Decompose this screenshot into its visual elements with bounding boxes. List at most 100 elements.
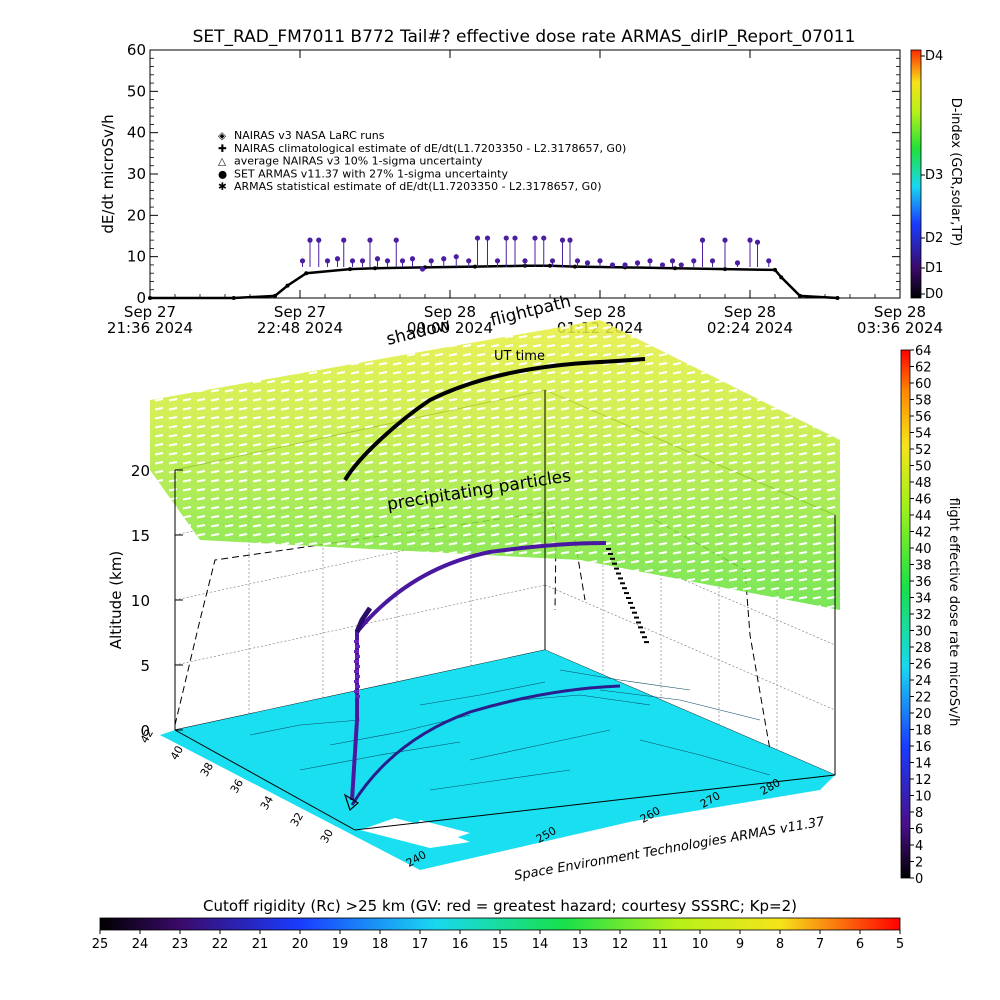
latitude-tick-label: 42 [138, 727, 156, 746]
rc-tick-label: 21 [252, 937, 269, 952]
armas-point [466, 258, 472, 264]
series-point-nairas [798, 293, 802, 298]
map-gulf-water [360, 818, 470, 848]
series-point-nairas [673, 266, 677, 271]
rc-tick-label: 16 [452, 937, 469, 952]
armas-point [747, 237, 753, 243]
cutoff-rigidity-title: Cutoff rigidity (Rc) >25 km (GV: red = g… [203, 897, 797, 915]
descent-marker [644, 641, 649, 644]
rc-tick-label: 19 [332, 937, 349, 952]
latitude-tick-label: 32 [288, 810, 306, 829]
rc-tick-label: 23 [172, 937, 189, 952]
series-point-nairas [348, 267, 352, 272]
dindex-tick-label: D3 [925, 168, 943, 183]
armas-point [374, 256, 381, 262]
shadow-flightpath [343, 357, 646, 482]
floor-front-edge [174, 729, 836, 831]
y-tick-label: 0 [136, 289, 146, 307]
dose-tick-label: 12 [915, 773, 932, 788]
y-tick-label: 20 [127, 206, 146, 224]
series-point-nairas [373, 266, 377, 271]
climb-marker [355, 645, 360, 648]
rc-tick-label: 5 [896, 937, 904, 952]
armas-point [541, 235, 547, 241]
map-border-line [429, 769, 571, 791]
descent-marker [630, 606, 635, 609]
map-border-line [469, 729, 611, 761]
dose-colorbar-ticks: 0246810121416182022242628303234363840424… [910, 344, 932, 887]
chart-title: SET_RAD_FM7011 B772 Tail#? effective dos… [193, 27, 856, 47]
descent-marker [628, 601, 633, 604]
altitude-tick-label: 15 [131, 527, 150, 545]
armas-point [441, 256, 447, 262]
dindex-colorbar: D0 D1 D2 D3 D4 D-index (GCR,solar,TP) [910, 49, 963, 302]
armas-point [691, 258, 697, 264]
x-tick-label-date: Sep 28 [574, 303, 626, 321]
map-border-line [519, 694, 651, 706]
map-border-line [639, 739, 771, 776]
series-point-nairas [835, 296, 840, 300]
dose-tick-label: 34 [915, 592, 932, 607]
armas-point [324, 258, 331, 264]
rc-tick-label: 17 [412, 937, 429, 952]
dindex-ticks: D0 D1 D2 D3 D4 [921, 49, 943, 302]
flightpath-descent [606, 548, 649, 644]
dose-tick-label: 26 [915, 658, 932, 673]
legend-symbol: ● [218, 168, 227, 180]
y-tick-label: 10 [127, 248, 146, 266]
timeseries-data [148, 235, 840, 300]
descent-marker [640, 631, 645, 634]
armas-point [512, 235, 518, 241]
armas-point [669, 258, 676, 264]
descent-marker [622, 587, 627, 590]
armas-point [754, 239, 761, 245]
rc-tick-label: 12 [612, 937, 629, 952]
armas-point [659, 262, 666, 268]
rc-tick-label: 7 [816, 937, 824, 952]
armas-point [559, 237, 566, 243]
armas-point [359, 258, 366, 264]
ground-track [350, 684, 621, 806]
descent-marker [616, 572, 621, 575]
dose-tick-label: 8 [915, 806, 923, 821]
altitude-tick-label: 5 [140, 657, 150, 675]
descent-marker [626, 597, 631, 599]
dose-tick-label: 46 [915, 493, 932, 508]
armas-point [419, 266, 426, 272]
wall-gridline-right [544, 584, 836, 711]
series-point-nairas [723, 267, 727, 272]
armas-point [574, 258, 581, 264]
dose-tick-label: 58 [915, 394, 932, 409]
dose-tick-label: 10 [915, 790, 932, 805]
x-tick-label-date: Sep 27 [274, 303, 326, 321]
armas-point [399, 258, 406, 264]
latitude-tick-label: 38 [198, 760, 216, 779]
cutoff-rigidity-bar [99, 917, 901, 931]
latitude-tick-label: 40 [168, 744, 186, 763]
dindex-label: D-index (GCR,solar,TP) [948, 98, 963, 246]
descent-marker [620, 582, 625, 585]
armas-point [494, 258, 501, 264]
rc-tick-label: 11 [652, 937, 669, 952]
descent-marker [606, 548, 611, 550]
dose-tick-label: 44 [915, 509, 932, 524]
rc-tick-label: 8 [776, 937, 784, 952]
dose-tick-label: 14 [915, 757, 932, 772]
rc-tick-label: 14 [532, 937, 549, 952]
dindex-tick-label: D0 [925, 287, 943, 302]
dindex-colorbar-bar [910, 49, 922, 299]
dose-colorbar: 0246810121416182022242628303234363840424… [900, 344, 961, 887]
dose-tick-label: 20 [915, 707, 932, 722]
dose-tick-label: 4 [915, 839, 923, 854]
climb-marker [355, 695, 360, 698]
legend-symbol: ◈ [218, 130, 227, 142]
dose-tick-label: 30 [915, 625, 932, 640]
descent-marker [638, 626, 643, 629]
rc-tick-label: 20 [292, 937, 309, 952]
dose-colorbar-label: flight effective dose rate microSv/h [946, 498, 961, 727]
flightpath-3d [350, 541, 607, 801]
armas-point [334, 256, 341, 262]
map-border-line [599, 689, 761, 721]
